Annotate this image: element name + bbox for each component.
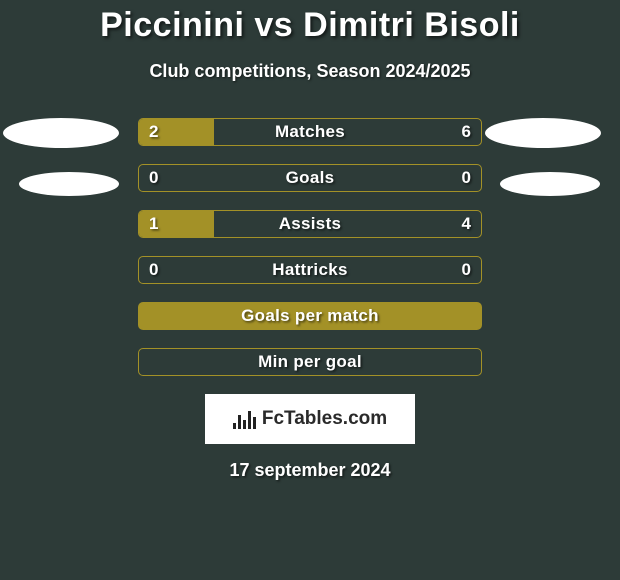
- date-label: 17 september 2024: [0, 460, 620, 481]
- stat-label: Matches: [139, 119, 481, 145]
- stat-label: Assists: [139, 211, 481, 237]
- stat-row: 14Assists: [138, 210, 482, 238]
- subtitle: Club competitions, Season 2024/2025: [0, 61, 620, 82]
- stat-row: Goals per match: [138, 302, 482, 330]
- stat-row: Min per goal: [138, 348, 482, 376]
- page-title: Piccinini vs Dimitri Bisoli: [0, 0, 620, 45]
- avatar-ellipse: [500, 172, 600, 196]
- stat-label: Hattricks: [139, 257, 481, 283]
- stat-row: 00Hattricks: [138, 256, 482, 284]
- stat-label: Min per goal: [139, 349, 481, 375]
- logo-text: FcTables.com: [262, 408, 387, 430]
- stat-row: 26Matches: [138, 118, 482, 146]
- avatar-ellipse: [485, 118, 601, 148]
- comparison-chart: 26Matches 00Goals 14Assists 00Hattricks Goal…: [0, 118, 620, 376]
- stat-label: Goals per match: [139, 303, 481, 329]
- avatar-ellipse: [19, 172, 119, 196]
- stat-rows: 26Matches 00Goals 14Assists 00Hattricks Goal…: [138, 118, 482, 376]
- stat-label: Goals: [139, 165, 481, 191]
- stat-row: 00Goals: [138, 164, 482, 192]
- fctables-logo: FcTables.com: [205, 394, 415, 444]
- logo-bars-icon: [233, 409, 256, 429]
- avatar-ellipse: [3, 118, 119, 148]
